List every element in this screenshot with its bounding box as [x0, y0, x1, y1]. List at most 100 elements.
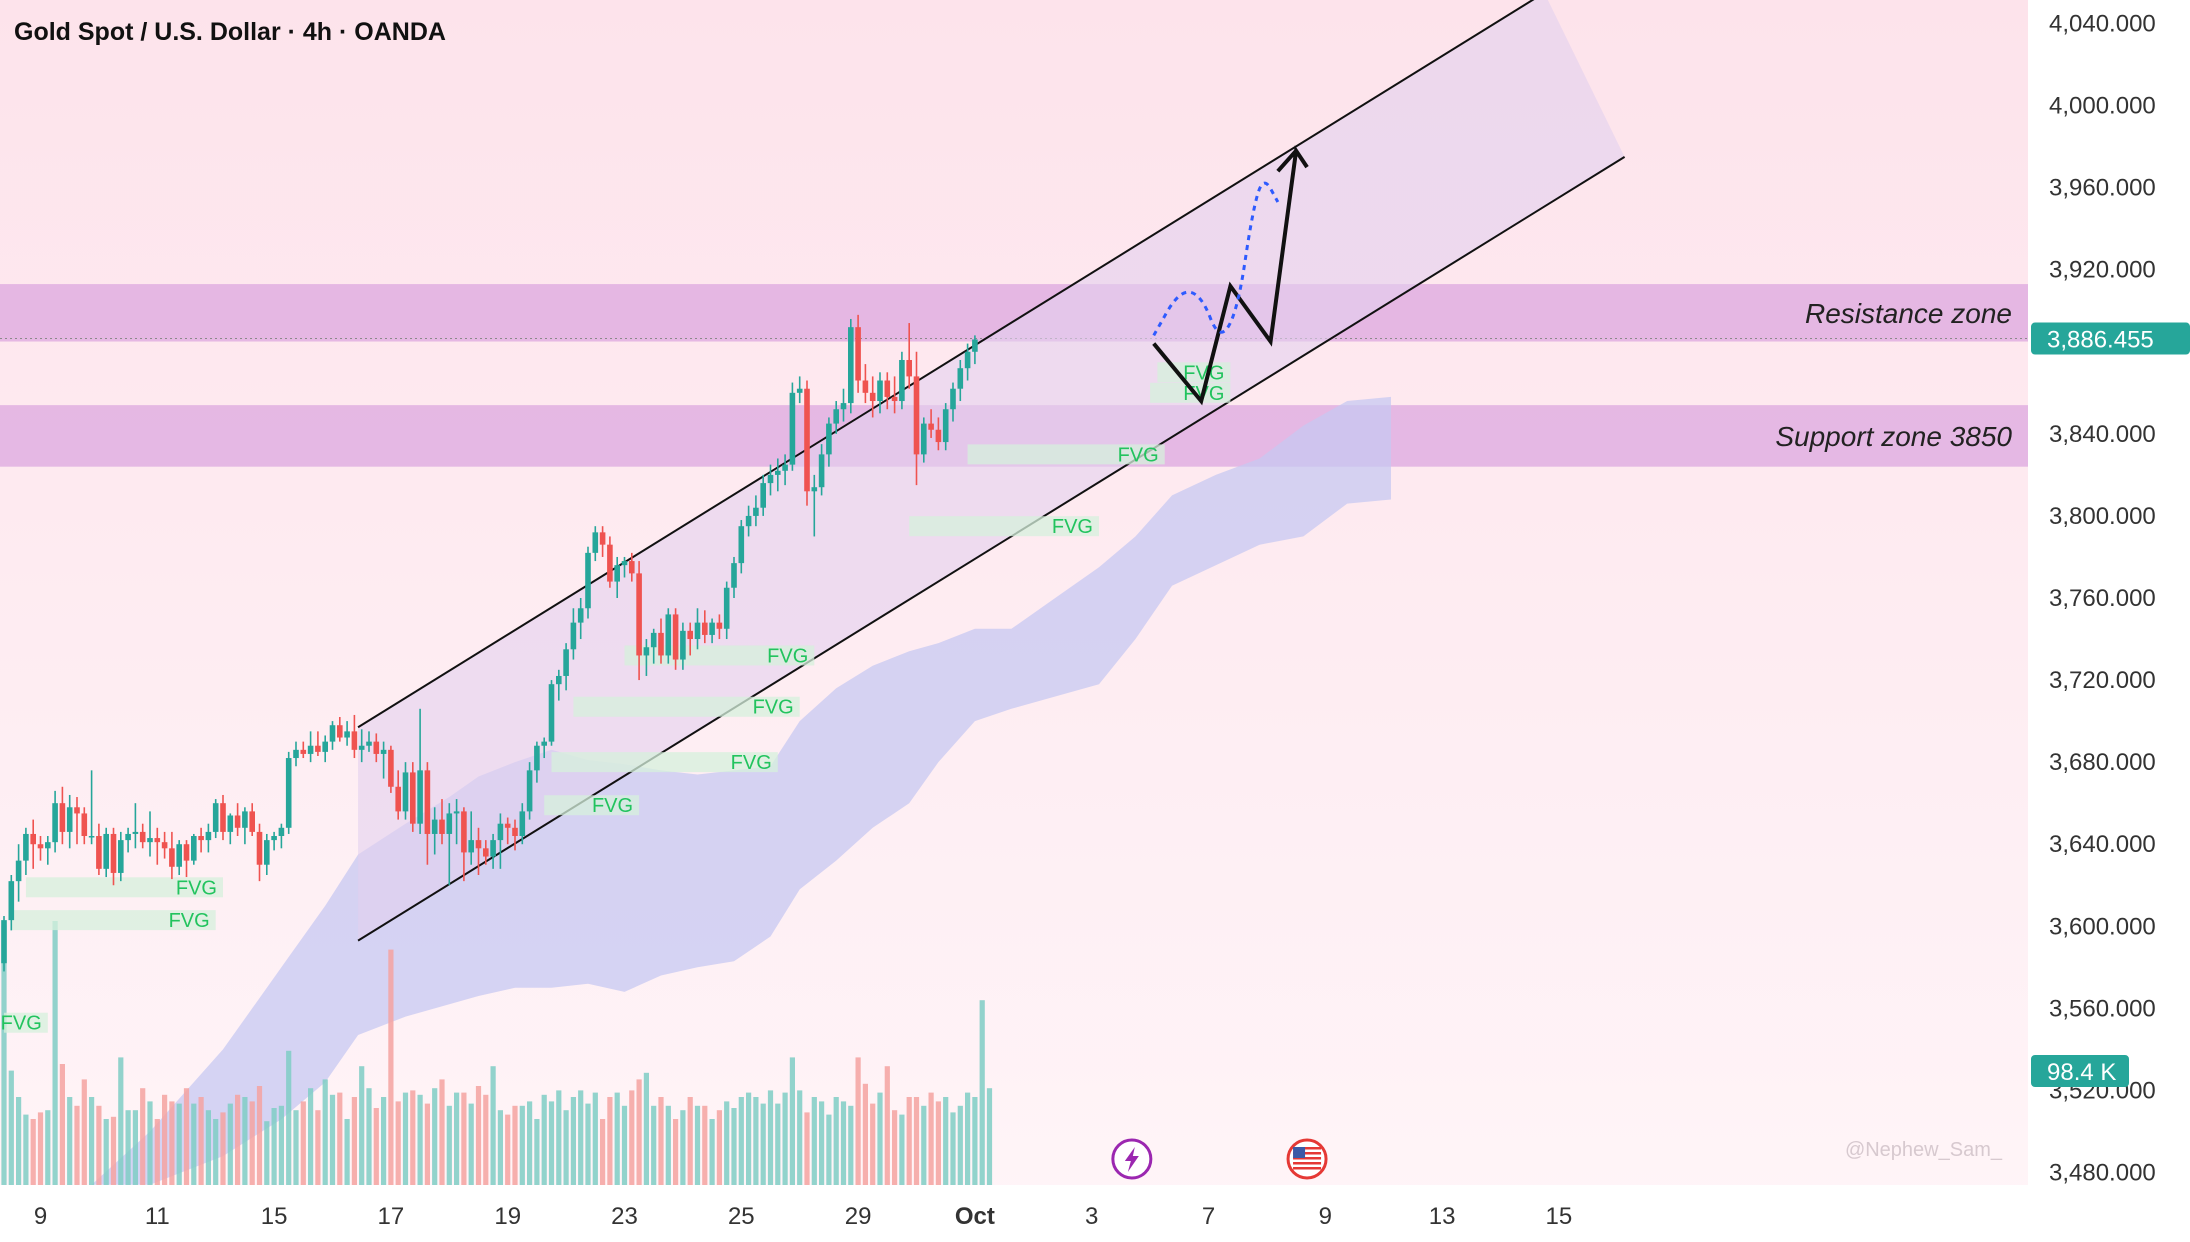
- candle-body[interactable]: [855, 327, 861, 381]
- candle-body[interactable]: [607, 544, 613, 582]
- candle-body[interactable]: [614, 565, 620, 582]
- candle-body[interactable]: [439, 819, 445, 834]
- candle-body[interactable]: [198, 836, 204, 841]
- candle-body[interactable]: [475, 840, 482, 849]
- candle-body[interactable]: [541, 741, 547, 746]
- candle-body[interactable]: [227, 815, 234, 832]
- candle-body[interactable]: [271, 836, 277, 841]
- candle-body[interactable]: [556, 675, 562, 685]
- candle-body[interactable]: [205, 831, 212, 841]
- projection-path-blue[interactable]: [1152, 181, 1280, 337]
- candle-body[interactable]: [161, 842, 168, 849]
- candle-body[interactable]: [840, 403, 847, 410]
- candle-body[interactable]: [118, 840, 124, 873]
- candle-body[interactable]: [789, 392, 796, 465]
- candle-body[interactable]: [570, 622, 577, 650]
- candle-body[interactable]: [577, 608, 584, 623]
- candle-body[interactable]: [950, 388, 956, 410]
- candle-body[interactable]: [96, 836, 102, 869]
- candle-body[interactable]: [358, 745, 365, 750]
- candle-body[interactable]: [629, 561, 635, 574]
- candle-body[interactable]: [928, 423, 934, 430]
- candle-body[interactable]: [461, 811, 467, 853]
- candle-body[interactable]: [66, 807, 73, 832]
- candle-body[interactable]: [599, 532, 606, 545]
- candle-body[interactable]: [388, 749, 394, 787]
- candle-body[interactable]: [811, 487, 818, 492]
- candle-body[interactable]: [650, 632, 657, 648]
- candle-body[interactable]: [147, 838, 153, 843]
- candle-body[interactable]: [337, 725, 343, 738]
- candle-body[interactable]: [410, 772, 416, 824]
- candle-body[interactable]: [672, 614, 679, 660]
- candle-body[interactable]: [687, 630, 693, 640]
- candle-body[interactable]: [957, 368, 964, 389]
- candle-body[interactable]: [468, 840, 474, 853]
- candle-body[interactable]: [512, 827, 518, 837]
- candle-body[interactable]: [716, 622, 723, 629]
- candle-body[interactable]: [848, 327, 854, 404]
- candle-body[interactable]: [519, 811, 526, 837]
- candle-body[interactable]: [351, 731, 358, 750]
- candle-body[interactable]: [8, 881, 15, 921]
- candle-body[interactable]: [921, 423, 927, 455]
- candle-body[interactable]: [497, 823, 504, 841]
- candle-body[interactable]: [373, 741, 380, 754]
- candle-body[interactable]: [424, 770, 431, 834]
- candle-body[interactable]: [1, 920, 7, 964]
- candle-body[interactable]: [249, 811, 255, 832]
- candle-body[interactable]: [702, 622, 708, 635]
- candle-body[interactable]: [818, 454, 825, 488]
- candle-body[interactable]: [453, 811, 460, 814]
- candle-body[interactable]: [877, 380, 883, 402]
- candle-body[interactable]: [753, 507, 759, 516]
- candle-body[interactable]: [191, 836, 197, 861]
- candle-body[interactable]: [942, 409, 949, 443]
- candle-body[interactable]: [826, 423, 832, 455]
- candle-body[interactable]: [665, 614, 672, 656]
- projection-path-black[interactable]: [1152, 145, 1309, 406]
- candle-body[interactable]: [300, 749, 307, 754]
- candle-body[interactable]: [658, 632, 664, 656]
- candle-body[interactable]: [169, 848, 175, 867]
- candle-body[interactable]: [782, 464, 788, 471]
- candle-body[interactable]: [380, 749, 387, 754]
- candle-body[interactable]: [132, 831, 139, 834]
- candle-body[interactable]: [395, 786, 401, 812]
- candle-body[interactable]: [592, 532, 599, 553]
- candle-body[interactable]: [212, 803, 219, 832]
- candle-body[interactable]: [183, 844, 190, 861]
- candle-body[interactable]: [264, 840, 270, 865]
- candle-body[interactable]: [504, 823, 511, 828]
- candle-body[interactable]: [81, 813, 88, 837]
- candle-body[interactable]: [329, 725, 336, 742]
- candle-body[interactable]: [833, 409, 839, 424]
- candle-body[interactable]: [344, 731, 350, 738]
- candle-body[interactable]: [563, 649, 569, 676]
- candle-body[interactable]: [307, 745, 314, 754]
- candle-body[interactable]: [935, 429, 942, 443]
- candle-body[interactable]: [52, 803, 58, 843]
- candle-body[interactable]: [37, 844, 44, 849]
- candle-body[interactable]: [804, 388, 810, 492]
- candle-body[interactable]: [526, 770, 533, 812]
- candle-body[interactable]: [745, 515, 752, 527]
- candle-body[interactable]: [256, 831, 263, 865]
- candle-body[interactable]: [242, 811, 248, 828]
- channel-upper-line[interactable]: [357, 0, 1544, 729]
- candle-body[interactable]: [490, 840, 496, 857]
- candle-body[interactable]: [709, 622, 715, 635]
- candle-body[interactable]: [884, 380, 891, 397]
- candle-body[interactable]: [731, 563, 737, 588]
- candle-body[interactable]: [417, 770, 423, 824]
- candle-body[interactable]: [23, 833, 29, 861]
- candle-body[interactable]: [30, 833, 36, 845]
- candle-body[interactable]: [643, 647, 650, 656]
- candle-body[interactable]: [767, 474, 774, 484]
- candle-body[interactable]: [74, 807, 80, 814]
- candle-body[interactable]: [15, 860, 22, 882]
- candle-body[interactable]: [585, 552, 591, 609]
- candle-body[interactable]: [402, 772, 409, 812]
- candle-body[interactable]: [315, 745, 321, 752]
